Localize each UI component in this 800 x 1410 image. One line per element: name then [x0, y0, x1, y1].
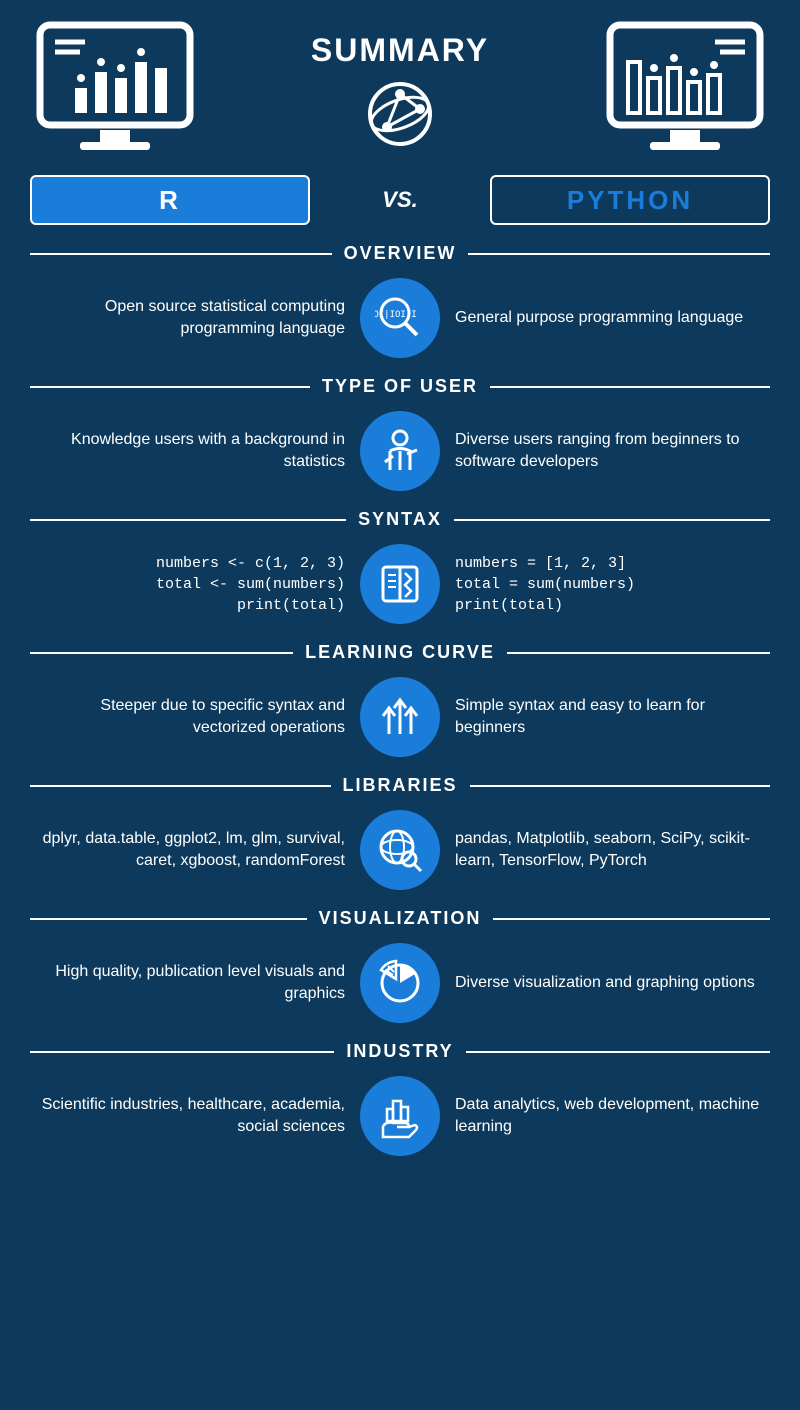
vs-label: VS. [382, 187, 417, 213]
right-text: numbers = [1, 2, 3] total = sum(numbers)… [455, 553, 760, 616]
language-row: R VS. PYTHON [30, 175, 770, 225]
section-title: TYPE OF USER [322, 376, 478, 397]
left-text: dplyr, data.table, ggplot2, lm, glm, sur… [40, 828, 345, 871]
lang-badge-python: PYTHON [490, 175, 770, 225]
book-icon [360, 544, 440, 624]
infographic: SUMMARY R VS. PYTHON OVERVIEW [0, 0, 800, 1176]
section-header: LEARNING CURVE [30, 642, 770, 663]
section: LIBRARIES dplyr, data.table, ggplot2, lm… [30, 775, 770, 890]
header-center: SUMMARY [311, 32, 489, 149]
right-text: Simple syntax and easy to learn for begi… [455, 695, 760, 738]
section-title: OVERVIEW [344, 243, 457, 264]
section-header: SYNTAX [30, 509, 770, 530]
person-icon [360, 411, 440, 491]
section-header: INDUSTRY [30, 1041, 770, 1062]
left-text: High quality, publication level visuals … [40, 961, 345, 1004]
section-body: High quality, publication level visuals … [30, 943, 770, 1023]
left-text: Open source statistical computing progra… [40, 296, 345, 339]
divider [30, 652, 293, 654]
section-header: OVERVIEW [30, 243, 770, 264]
divider [30, 253, 332, 255]
hand-city-icon [360, 1076, 440, 1156]
left-text: Steeper due to specific syntax and vecto… [40, 695, 345, 738]
section-title: LIBRARIES [343, 775, 458, 796]
divider [30, 519, 346, 521]
divider [30, 918, 307, 920]
divider [507, 652, 770, 654]
divider [468, 253, 770, 255]
globe-icon [365, 79, 435, 149]
section-title: LEARNING CURVE [305, 642, 495, 663]
section-body: dplyr, data.table, ggplot2, lm, glm, sur… [30, 810, 770, 890]
section-body: Open source statistical computing progra… [30, 278, 770, 358]
section-header: LIBRARIES [30, 775, 770, 796]
globe-mag-icon [360, 810, 440, 890]
monitor-chart-left-icon [30, 20, 200, 160]
divider [490, 386, 770, 388]
divider [493, 918, 770, 920]
binary-mag-icon [360, 278, 440, 358]
arrows-up-icon [360, 677, 440, 757]
section-title: SYNTAX [358, 509, 442, 530]
section-title: VISUALIZATION [319, 908, 482, 929]
right-text: pandas, Matplotlib, seaborn, SciPy, scik… [455, 828, 760, 871]
header: SUMMARY [30, 20, 770, 160]
divider [454, 519, 770, 521]
pie-icon [360, 943, 440, 1023]
section: LEARNING CURVE Steeper due to specific s… [30, 642, 770, 757]
lang-badge-r: R [30, 175, 310, 225]
left-text: Knowledge users with a background in sta… [40, 429, 345, 472]
section: INDUSTRY Scientific industries, healthca… [30, 1041, 770, 1156]
section-body: numbers <- c(1, 2, 3) total <- sum(numbe… [30, 544, 770, 624]
right-text: General purpose programming language [455, 307, 760, 329]
right-text: Diverse visualization and graphing optio… [455, 972, 760, 994]
section: VISUALIZATION High quality, publication … [30, 908, 770, 1023]
section-body: Scientific industries, healthcare, acade… [30, 1076, 770, 1156]
section-body: Knowledge users with a background in sta… [30, 411, 770, 491]
left-text: Scientific industries, healthcare, acade… [40, 1094, 345, 1137]
divider [30, 386, 310, 388]
left-text: numbers <- c(1, 2, 3) total <- sum(numbe… [40, 553, 345, 616]
monitor-chart-right-icon [600, 20, 770, 160]
section: SYNTAX numbers <- c(1, 2, 3) total <- su… [30, 509, 770, 624]
divider [30, 1051, 334, 1053]
section-header: TYPE OF USER [30, 376, 770, 397]
divider [30, 785, 331, 787]
right-text: Diverse users ranging from beginners to … [455, 429, 760, 472]
section: TYPE OF USER Knowledge users with a back… [30, 376, 770, 491]
section-body: Steeper due to specific syntax and vecto… [30, 677, 770, 757]
section-title: INDUSTRY [346, 1041, 453, 1062]
divider [466, 1051, 770, 1053]
section-header: VISUALIZATION [30, 908, 770, 929]
divider [470, 785, 771, 787]
sections-container: OVERVIEW Open source statistical computi… [30, 243, 770, 1156]
right-text: Data analytics, web development, machine… [455, 1094, 760, 1137]
section: OVERVIEW Open source statistical computi… [30, 243, 770, 358]
page-title: SUMMARY [311, 32, 489, 69]
